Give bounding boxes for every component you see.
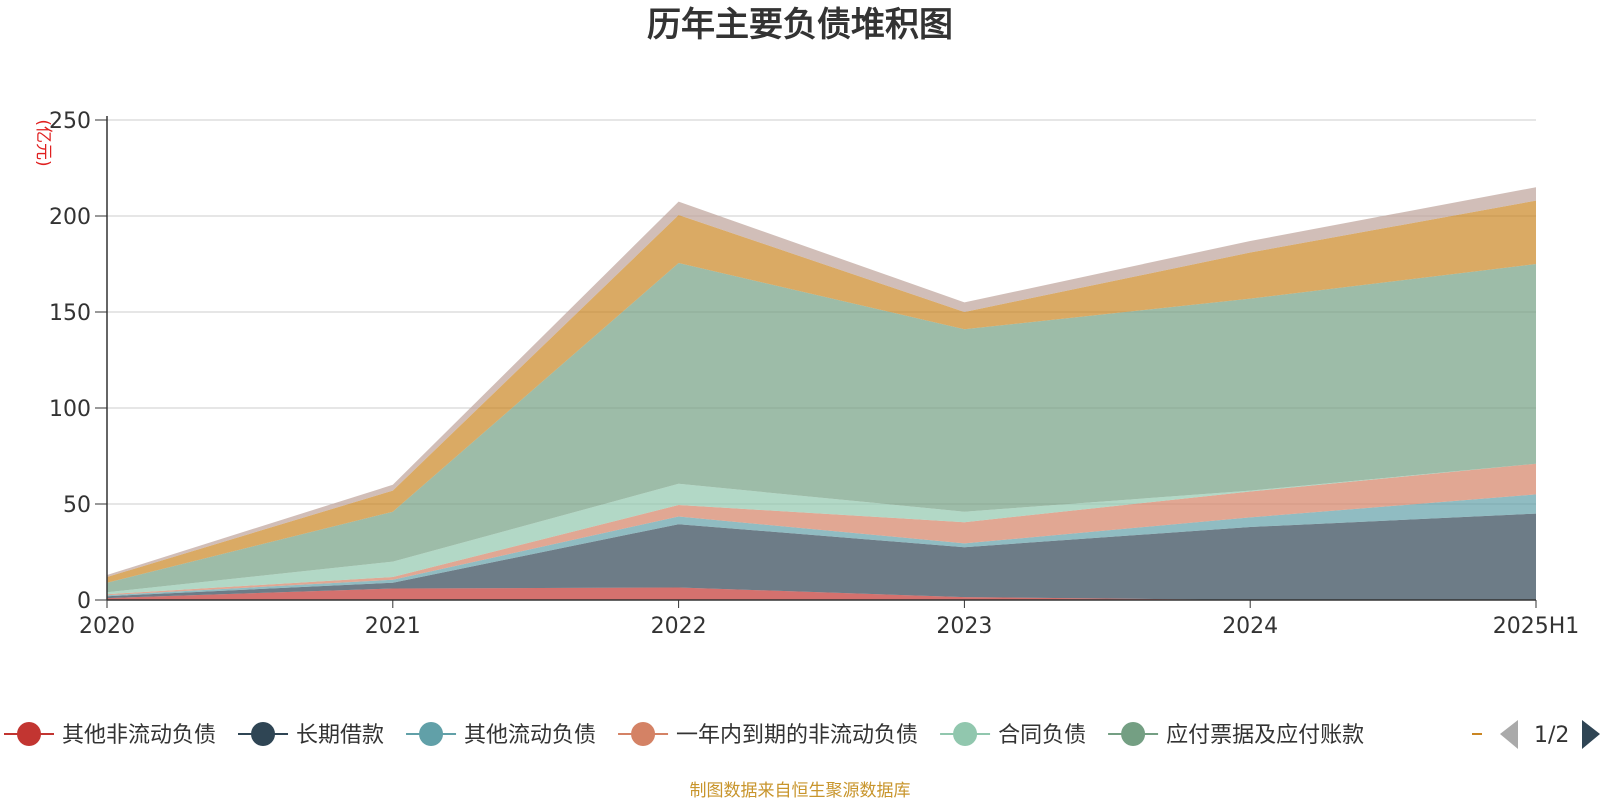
area-series-4 [107, 463, 1536, 595]
source-note: 制图数据来自恒生聚源数据库 [690, 781, 911, 800]
axes: 0 50 100 150 200 250 2020 2021 2022 2023 2024 2025H… [49, 109, 1579, 639]
legend-item-5: 应付票据及应付账款 [1166, 723, 1364, 748]
area-series [107, 187, 1536, 600]
area-series-3 [107, 463, 1536, 596]
y-tick-label: 50 [63, 493, 91, 518]
legend-marker [17, 722, 41, 746]
legend-marker [419, 722, 444, 746]
prev-page-icon[interactable] [1500, 720, 1518, 749]
area-series-0 [107, 587, 1536, 600]
x-tick-label: 2025H1 [1493, 614, 1580, 639]
legend: 其他非流动负债 长期借款 其他流动负债 一年内到期的非流动负债 合同负债 应付票据及应付账… [4, 720, 1600, 749]
legend-page-indicator: 1/2 [1534, 723, 1569, 748]
legend-item-1: 长期借款 [296, 723, 384, 748]
y-tick-label: 250 [49, 109, 91, 134]
legend-item-3: 一年内到期的非流动负债 [676, 723, 918, 748]
area-series-6 [107, 200, 1536, 583]
legend-marker [953, 722, 978, 746]
y-tick-label: 100 [49, 397, 91, 422]
area-series-5 [107, 263, 1536, 593]
x-tick-label: 2023 [936, 614, 992, 639]
y-unit-label: (亿元) [33, 119, 53, 166]
legend-marker [1121, 722, 1146, 746]
x-tick-label: 2020 [79, 614, 135, 639]
area-series-1 [107, 513, 1536, 600]
legend-item-2: 其他流动负债 [464, 723, 596, 748]
legend-item-0: 其他非流动负债 [62, 723, 216, 748]
area-series-7 [107, 187, 1536, 577]
x-tick-label: 2024 [1222, 614, 1278, 639]
legend-marker [631, 722, 656, 746]
x-tick-label: 2021 [365, 614, 421, 639]
chart-title: 历年主要负债堆积图 [647, 5, 953, 45]
legend-item-4: 合同负债 [998, 723, 1086, 748]
y-tick-label: 150 [49, 301, 91, 326]
x-tick-label: 2022 [651, 614, 707, 639]
y-tick-label: 200 [49, 205, 91, 230]
next-page-icon[interactable] [1582, 720, 1600, 749]
y-tick-label: 0 [77, 589, 91, 614]
legend-marker [251, 722, 276, 746]
